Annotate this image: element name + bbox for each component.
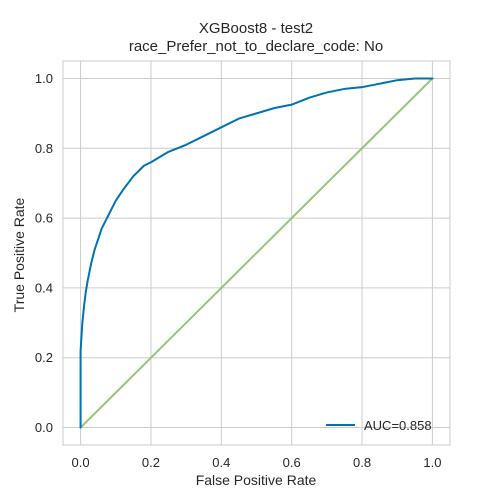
x-axis-label: False Positive Rate [196, 472, 317, 488]
y-tick-label: 0.8 [35, 141, 53, 156]
chart-title-line-2: race_Prefer_not_to_declare_code: No [129, 38, 383, 55]
y-tick-label: 1.0 [35, 71, 53, 86]
chart-title-line-1: XGBoost8 - test2 [199, 20, 313, 37]
x-tick-label: 0.0 [72, 455, 90, 470]
x-tick-label: 1.0 [423, 455, 441, 470]
y-tick-label: 0.6 [35, 211, 53, 226]
y-tick-label: 0.0 [35, 420, 53, 435]
y-tick-label: 0.4 [35, 280, 53, 295]
x-tick-label: 0.2 [142, 455, 160, 470]
y-axis-ticks: 0.0 0.2 0.4 0.6 0.8 1.0 [35, 71, 53, 435]
y-tick-label: 0.2 [35, 350, 53, 365]
x-axis-ticks: 0.0 0.2 0.4 0.6 0.8 1.0 [72, 455, 442, 470]
x-tick-label: 0.4 [212, 455, 230, 470]
x-tick-label: 0.8 [353, 455, 371, 470]
y-axis-label: True Positive Rate [11, 197, 27, 312]
legend-label-roc: AUC=0.858 [364, 418, 432, 433]
x-tick-label: 0.6 [283, 455, 301, 470]
plot-area [63, 61, 450, 445]
